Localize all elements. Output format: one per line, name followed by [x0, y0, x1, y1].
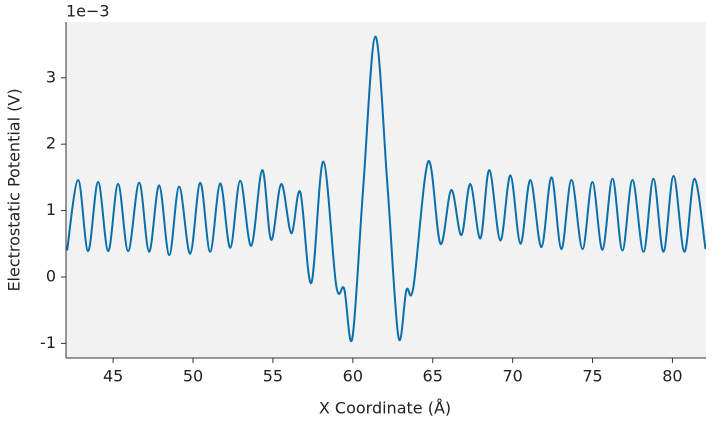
x-tick-label: 55	[263, 367, 283, 386]
y-axis-label: Electrostatic Potential (V)	[5, 88, 24, 291]
data-line	[66, 35, 706, 343]
x-tick-label: 60	[343, 367, 363, 386]
x-tick-label: 70	[502, 367, 522, 386]
offset-text: 1e−3	[66, 2, 110, 21]
plot-area	[66, 22, 706, 358]
x-tick-label: 45	[103, 367, 123, 386]
x-axis-label: X Coordinate (Å)	[319, 399, 451, 418]
y-tick-label: 1	[46, 200, 56, 219]
y-tick-label: 3	[46, 67, 56, 86]
x-tick-label: 75	[582, 367, 602, 386]
y-tick-label: 2	[46, 134, 56, 153]
x-tick-label: 65	[423, 367, 443, 386]
y-tick-label: -1	[40, 333, 56, 352]
x-tick-label: 80	[662, 367, 682, 386]
y-tick-label: 0	[46, 266, 56, 285]
x-tick-label: 50	[183, 367, 203, 386]
